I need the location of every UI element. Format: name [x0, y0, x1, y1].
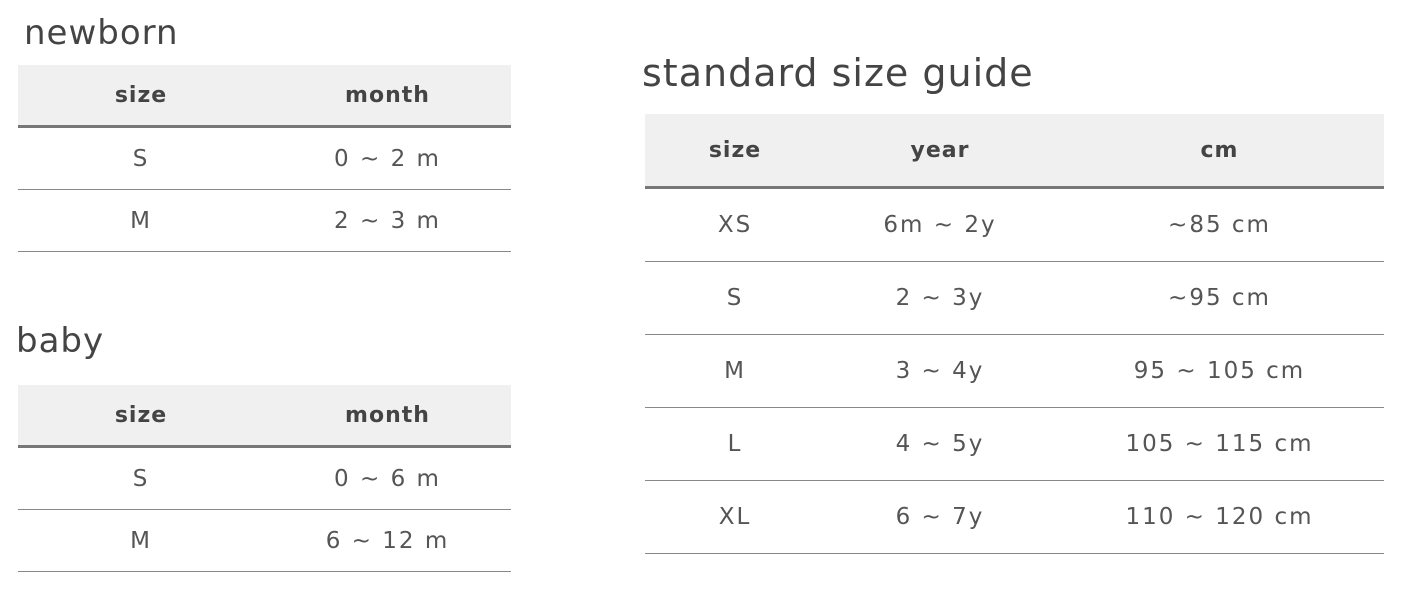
baby-title: baby: [16, 321, 105, 361]
table-row: M 6 ~ 12 m: [18, 509, 511, 572]
cm-cell: ~95 cm: [1055, 261, 1384, 335]
column-header-size: size: [18, 385, 264, 448]
table-row: XS 6m ~ 2y ~85 cm: [645, 187, 1384, 262]
column-header-month: month: [264, 65, 511, 128]
column-header-month: month: [264, 385, 511, 448]
table-header-row: size year cm: [645, 114, 1384, 189]
table-row: M 3 ~ 4y 95 ~ 105 cm: [645, 334, 1384, 408]
column-header-cm: cm: [1055, 114, 1384, 189]
size-cell: XL: [645, 480, 825, 554]
month-cell: 2 ~ 3 m: [264, 189, 511, 252]
year-cell: 3 ~ 4y: [825, 334, 1055, 408]
size-cell: L: [645, 407, 825, 481]
cm-cell: 105 ~ 115 cm: [1055, 407, 1384, 481]
year-cell: 2 ~ 3y: [825, 261, 1055, 335]
cm-cell: 110 ~ 120 cm: [1055, 480, 1384, 554]
standard-size-guide-title: standard size guide: [642, 51, 1034, 95]
cm-cell: 95 ~ 105 cm: [1055, 334, 1384, 408]
table-row: S 0 ~ 6 m: [18, 446, 511, 510]
newborn-title: newborn: [24, 13, 179, 53]
table-row: L 4 ~ 5y 105 ~ 115 cm: [645, 407, 1384, 481]
year-cell: 4 ~ 5y: [825, 407, 1055, 481]
size-cell: S: [18, 126, 264, 190]
cm-cell: ~85 cm: [1055, 187, 1384, 262]
month-cell: 0 ~ 6 m: [264, 446, 511, 510]
size-cell: M: [645, 334, 825, 408]
year-cell: 6 ~ 7y: [825, 480, 1055, 554]
column-header-year: year: [825, 114, 1055, 189]
table-header-row: size month: [18, 65, 511, 128]
table-row: S 0 ~ 2 m: [18, 126, 511, 190]
table-row: M 2 ~ 3 m: [18, 189, 511, 252]
month-cell: 0 ~ 2 m: [264, 126, 511, 190]
size-cell: S: [18, 446, 264, 510]
table-row: XL 6 ~ 7y 110 ~ 120 cm: [645, 480, 1384, 554]
size-cell: M: [18, 509, 264, 572]
size-cell: M: [18, 189, 264, 252]
newborn-size-table: size month S 0 ~ 2 m M 2 ~ 3 m: [18, 65, 511, 252]
baby-size-table: size month S 0 ~ 6 m M 6 ~ 12 m: [18, 385, 511, 572]
table-header-row: size month: [18, 385, 511, 448]
column-header-size: size: [18, 65, 264, 128]
year-cell: 6m ~ 2y: [825, 187, 1055, 262]
size-cell: XS: [645, 187, 825, 262]
table-row: S 2 ~ 3y ~95 cm: [645, 261, 1384, 335]
month-cell: 6 ~ 12 m: [264, 509, 511, 572]
standard-size-table: size year cm XS 6m ~ 2y ~85 cm S 2 ~ 3y …: [645, 114, 1384, 554]
size-cell: S: [645, 261, 825, 335]
column-header-size: size: [645, 114, 825, 189]
